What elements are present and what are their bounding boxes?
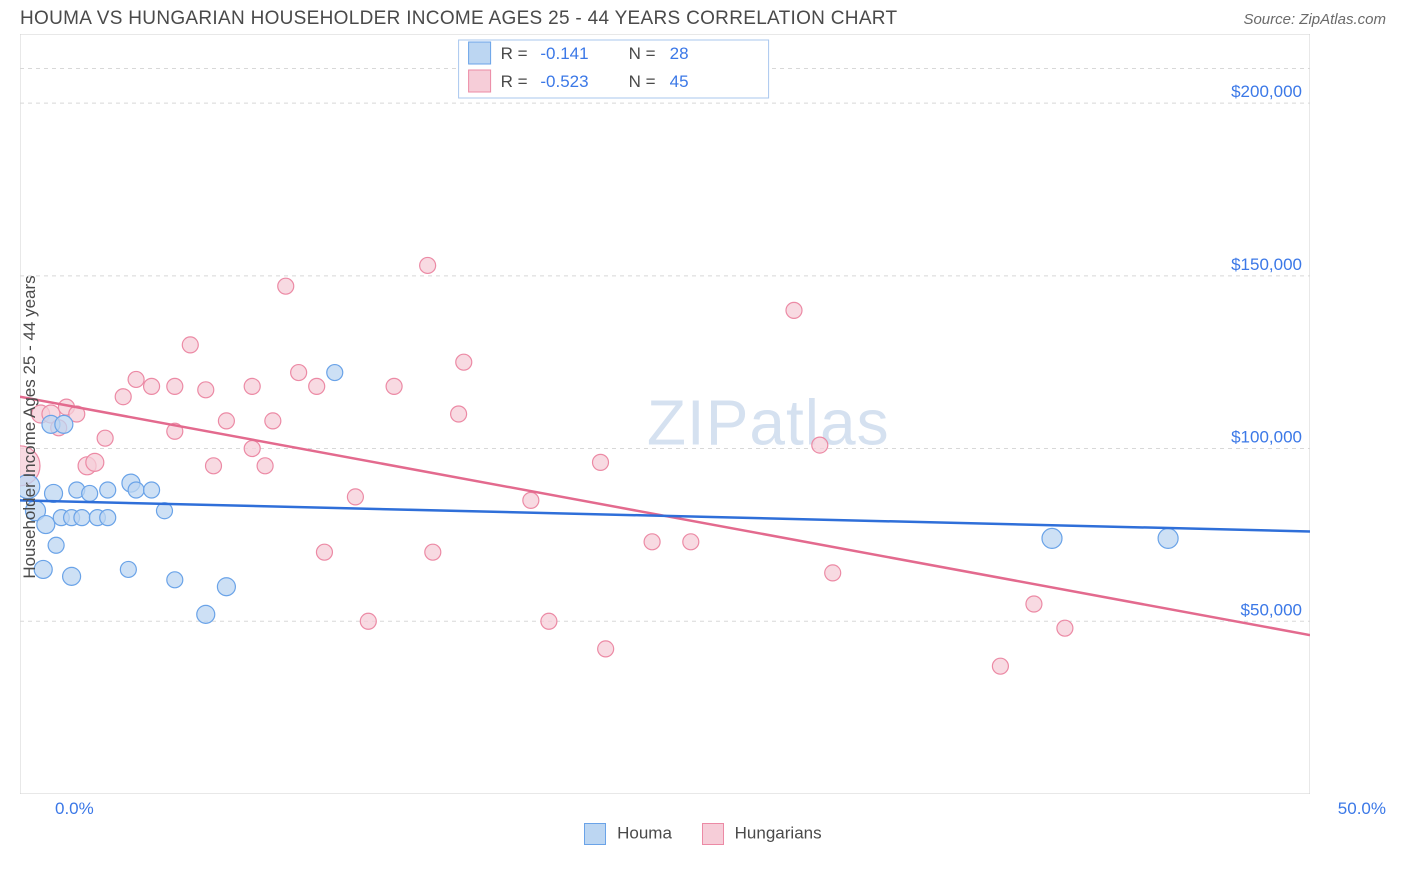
svg-text:$50,000: $50,000 bbox=[1241, 600, 1302, 619]
svg-text:N =: N = bbox=[629, 72, 656, 91]
x-axis-labels: 0.0% 50.0% bbox=[55, 799, 1386, 819]
x-axis-min-label: 0.0% bbox=[55, 799, 94, 819]
svg-text:-0.523: -0.523 bbox=[540, 72, 588, 91]
scatter-chart: $50,000 $100,000 $150,000 $200,000 ZIPatlas R… bbox=[20, 34, 1310, 794]
svg-text:$200,000: $200,000 bbox=[1231, 82, 1302, 101]
svg-text:-0.141: -0.141 bbox=[540, 44, 588, 63]
legend-swatch-houma bbox=[584, 823, 606, 845]
y-axis-label: Householder Income Ages 25 - 44 years bbox=[20, 275, 40, 578]
svg-text:N =: N = bbox=[629, 44, 656, 63]
legend-label-hungarians: Hungarians bbox=[735, 823, 822, 842]
x-axis-max-label: 50.0% bbox=[1338, 799, 1386, 819]
svg-text:$100,000: $100,000 bbox=[1231, 428, 1302, 447]
chart-title: HOUMA VS HUNGARIAN HOUSEHOLDER INCOME AG… bbox=[20, 8, 897, 30]
svg-text:45: 45 bbox=[670, 72, 689, 91]
bottom-legend: Houma Hungarians bbox=[0, 823, 1406, 845]
svg-text:$150,000: $150,000 bbox=[1231, 255, 1302, 274]
svg-text:R =: R = bbox=[501, 44, 528, 63]
chart-source: Source: ZipAtlas.com bbox=[1243, 11, 1386, 28]
chart-container: Householder Income Ages 25 - 44 years $5… bbox=[20, 34, 1386, 799]
legend-item-houma: Houma bbox=[584, 823, 672, 845]
svg-text:ZIPatlas: ZIPatlas bbox=[647, 386, 890, 458]
svg-text:R =: R = bbox=[501, 72, 528, 91]
legend-label-houma: Houma bbox=[617, 823, 672, 842]
chart-header: HOUMA VS HUNGARIAN HOUSEHOLDER INCOME AG… bbox=[0, 0, 1406, 34]
legend-swatch-hungarians bbox=[702, 823, 724, 845]
svg-text:28: 28 bbox=[670, 44, 689, 63]
legend-item-hungarians: Hungarians bbox=[702, 823, 822, 845]
